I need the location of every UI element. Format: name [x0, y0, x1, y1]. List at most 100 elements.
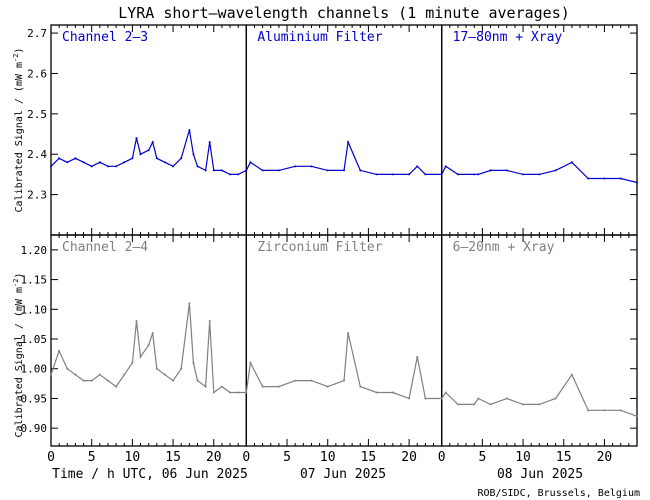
data-point-top	[66, 161, 69, 164]
y-axis-label-bottom: Calibrated Signal / (mW m-2)	[12, 273, 25, 438]
series-line-top	[50, 129, 638, 184]
panel-frame-top-1	[50, 24, 247, 236]
y-axis-label-top-sup: -2	[12, 54, 20, 62]
y-tick-label-top: 2.6	[27, 67, 47, 80]
y-tick-label-bottom: 1.15	[21, 274, 48, 287]
data-point-bottom	[196, 379, 199, 382]
x-tick-label: 0	[47, 450, 55, 465]
data-point-bottom	[587, 409, 590, 412]
data-point-top	[163, 161, 166, 164]
data-point-bottom	[115, 385, 118, 388]
data-point-bottom	[123, 373, 126, 376]
x-tick-label: 10	[515, 450, 531, 465]
data-point-bottom	[135, 320, 138, 323]
y-tick-label-top: 2.3	[27, 189, 47, 202]
date-label-day3: 08 Jun 2025	[497, 467, 583, 482]
data-point-top	[98, 161, 101, 164]
data-point-top	[359, 169, 362, 172]
date-label-day1: Time / h UTC, 06 Jun 2025	[52, 467, 248, 482]
data-point-top	[172, 165, 175, 168]
data-point-top	[90, 165, 93, 168]
data-point-top	[408, 173, 411, 176]
data-point-bottom	[570, 373, 573, 376]
data-point-bottom	[489, 403, 492, 406]
data-point-top	[196, 165, 199, 168]
data-point-bottom	[131, 361, 134, 364]
data-point-bottom	[477, 397, 480, 400]
data-point-top	[50, 165, 52, 168]
data-point-bottom	[391, 391, 394, 394]
y-axis-label-top-end: )	[14, 48, 25, 54]
y-tick-label-bottom: 1.05	[21, 333, 48, 346]
data-point-top	[212, 169, 215, 172]
data-point-bottom	[408, 397, 411, 400]
data-point-top	[538, 173, 541, 176]
data-point-bottom	[163, 373, 166, 376]
data-point-bottom	[237, 391, 240, 394]
data-point-top	[473, 173, 476, 176]
data-point-bottom	[619, 409, 622, 412]
data-point-bottom	[204, 385, 207, 388]
data-point-top	[135, 137, 138, 140]
data-point-bottom	[603, 409, 606, 412]
panel-label-bottom-2: Zirconium Filter	[257, 240, 382, 255]
panels-layer: Channel 2–3 Aluminium Filter 17–80nm + Xra…	[21, 24, 638, 465]
data-point-top	[155, 157, 158, 160]
data-point-bottom	[180, 367, 183, 370]
data-point-top	[310, 165, 313, 168]
data-point-top	[192, 153, 195, 156]
data-point-bottom	[208, 320, 211, 323]
data-point-bottom	[151, 332, 154, 335]
x-tick-label: 20	[401, 450, 417, 465]
data-point-bottom	[310, 379, 313, 382]
y-tick-label-bottom: 1.10	[21, 303, 48, 316]
data-point-bottom	[416, 355, 419, 358]
x-tick-label: 20	[597, 450, 613, 465]
data-point-bottom	[66, 367, 69, 370]
data-point-bottom	[249, 361, 252, 364]
data-point-top	[106, 165, 109, 168]
data-point-bottom	[538, 403, 541, 406]
data-point-top	[229, 173, 232, 176]
data-point-bottom	[444, 391, 447, 394]
data-point-top	[570, 161, 573, 164]
data-point-bottom	[522, 403, 525, 406]
credit-text: ROB/SIDC, Brussels, Belgium	[477, 488, 640, 499]
data-point-top	[619, 177, 622, 180]
data-point-bottom	[220, 385, 223, 388]
data-point-top	[261, 169, 264, 172]
data-point-top	[131, 157, 134, 160]
data-point-bottom	[245, 391, 248, 394]
x-tick-label: 10	[320, 450, 336, 465]
data-point-bottom	[98, 373, 101, 376]
data-point-bottom	[347, 332, 350, 335]
data-point-bottom	[424, 397, 427, 400]
x-tick-label: 5	[283, 450, 291, 465]
y-axis-label-bottom-main: Calibrated Signal / (mW m	[14, 287, 25, 438]
data-point-top	[115, 165, 118, 168]
data-point-bottom	[147, 343, 150, 346]
data-point-top	[587, 177, 590, 180]
data-point-bottom	[554, 397, 557, 400]
y-tick-label-top: 2.7	[27, 27, 47, 40]
data-point-bottom	[172, 379, 175, 382]
y-axis-label-bottom-sup: -2	[12, 279, 20, 287]
data-point-top	[424, 173, 427, 176]
x-tick-label: 5	[88, 450, 96, 465]
data-point-bottom	[343, 379, 345, 382]
data-point-top	[188, 129, 191, 131]
data-point-bottom	[50, 373, 52, 376]
y-tick-label-bottom: 0.90	[21, 422, 48, 435]
data-point-bottom	[90, 379, 93, 382]
data-point-bottom	[58, 349, 61, 352]
data-layer	[50, 129, 638, 418]
x-tick-label: 15	[165, 450, 181, 465]
y-tick-label-top: 2.5	[27, 108, 47, 121]
x-tick-label: 20	[206, 450, 222, 465]
data-point-top	[375, 173, 378, 176]
panel-label-top-1: Channel 2–3	[62, 30, 148, 45]
data-point-top	[139, 153, 142, 156]
data-point-top	[440, 173, 443, 176]
y-tick-label-bottom: 1.00	[21, 363, 48, 376]
data-point-top	[603, 177, 606, 180]
